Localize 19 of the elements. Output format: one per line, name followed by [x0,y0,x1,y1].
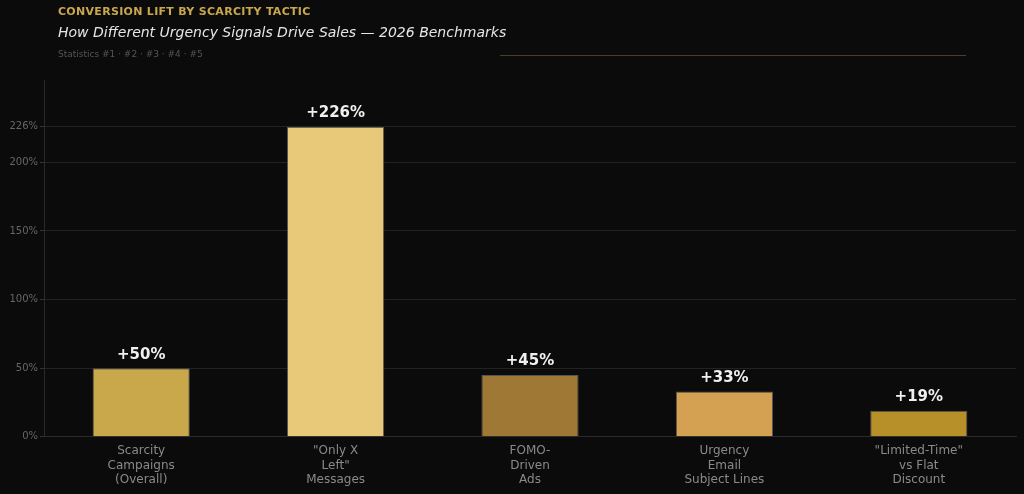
data-label: +226% [306,103,366,122]
data-label: +33% [700,367,749,386]
y-tick-label: 200% [9,155,38,167]
x-tick-label: Urgency Email Subject Lines [684,443,765,486]
text: Statistics #1 · #2 · #3 · #4 · #5 [58,49,203,59]
chart-title: CONVERSION LIFT BY SCARCITY TACTIC [58,5,311,18]
chart-subtitle: How Different Urgency Signals Drive Sales — 2026 Benchmarks [58,24,507,40]
x-tick-label: FOMO- Driven Ads [509,443,551,486]
x-tick-label: "Limited-Time" vs Flat Discount [874,443,963,486]
y-tick-label: 50% [15,361,38,373]
data-label: +45% [505,351,555,370]
y-tick-label: 150% [9,224,38,236]
y-tick-label: 226% [9,120,38,132]
x-tick-label: "Only X Left" Messages [306,443,366,486]
data-label: +19% [894,387,944,406]
data-label: +50% [116,344,166,363]
y-tick-label: 100% [9,293,38,305]
x-tick-label: Scarcity Campaigns (Overall) [107,443,175,486]
y-tick-label: 0% [22,430,38,442]
